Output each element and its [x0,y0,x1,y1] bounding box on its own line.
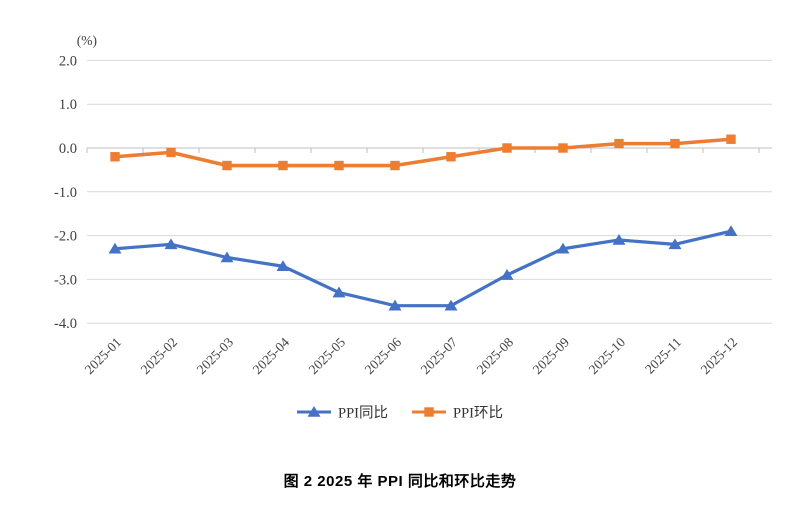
legend-item: PPI环比 [412,405,503,422]
x-axis-tick-label: 2025-06 [362,334,405,377]
x-axis-tick-label: 2025-02 [138,335,180,377]
legend-marker [424,407,434,417]
x-axis-tick-label: 2025-08 [474,334,517,377]
legend-label: PPI同比 [338,405,388,422]
figure-caption: 图 2 2025 年 PPI 同比和环比走势 [283,473,517,490]
series-line [113,229,733,308]
data-point-marker [500,269,514,280]
y-axis-tick-label: -4.0 [54,316,77,332]
x-axis-tick-label: 2025-10 [586,334,629,377]
series-PPI环比 [110,134,736,171]
data-point-marker [276,260,290,272]
y-axis-tick-label: -1.0 [54,185,77,201]
x-axis-tick-label: 2025-11 [642,335,684,377]
chart-canvas: 2.0 1.0 0.0 -1.0 -2.0 -3.0 -4.0 (%) 2025-01 2025-… [54,33,772,422]
data-point-marker [502,143,512,153]
data-point-marker [110,152,120,162]
data-point-marker [278,160,288,171]
y-axis-tick-label: -3.0 [54,272,77,288]
x-axis-tick-label: 2025-01 [82,335,124,377]
legend: PPI同比 PPI环比 [297,405,503,422]
x-axis-tick-label: 2025-04 [250,334,293,377]
data-point-marker [556,242,570,254]
y-axis-unit-label: (%) [77,33,97,48]
chart: 2.0 1.0 0.0 -1.0 -2.0 -3.0 -4.0 (%) 2025-01 2025-… [54,33,772,422]
data-point-marker [332,286,346,298]
data-point-marker [220,251,234,263]
data-point-marker [670,138,680,149]
y-axis-tick-label: 1.0 [59,97,77,113]
x-axis-tick-label: 2025-05 [306,334,349,377]
legend-marker [307,406,321,417]
data-point-marker [726,134,736,144]
legend-item: PPI同比 [297,405,388,422]
legend-label: PPI环比 [453,405,503,422]
data-point-marker [222,160,232,171]
x-axis-tick-label: 2025-07 [418,334,461,377]
data-point-marker [446,152,456,162]
data-point-marker [334,160,344,171]
y-axis-tick-label: 0.0 [59,141,77,157]
data-point-marker [390,160,400,171]
x-axis-tick-label: 2025-12 [698,335,740,377]
data-point-marker [388,299,402,311]
data-point-marker [108,242,122,254]
data-point-marker [444,299,458,311]
data-point-marker [724,225,738,237]
y-axis-tick-label: -2.0 [54,229,77,245]
data-point-marker [558,143,568,153]
x-axis-tick-label: 2025-09 [530,334,573,377]
data-point-marker [164,238,178,250]
data-point-marker [612,233,626,245]
series-line [113,137,733,168]
x-axis-tick-label: 2025-03 [194,334,237,377]
y-axis-tick-label: 2.0 [59,53,77,69]
data-point-marker [166,147,176,158]
data-point-marker [614,138,624,149]
data-point-marker [668,238,682,250]
series-PPI同比 [108,225,738,311]
